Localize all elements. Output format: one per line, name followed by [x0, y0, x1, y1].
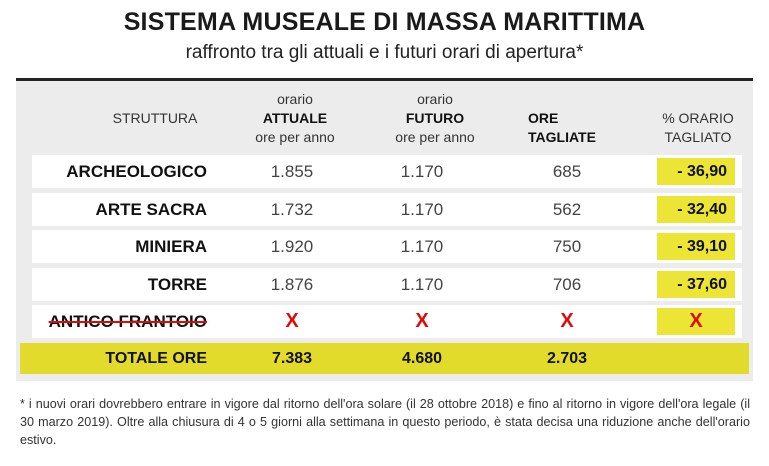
cell-pct-badge: - 36,90 [657, 158, 735, 185]
cell-tagliate: 685 [552, 162, 582, 181]
cell-attuale: 1.732 [270, 200, 314, 219]
cell-futuro: 1.170 [400, 237, 444, 256]
cell-attuale: 1.876 [270, 275, 314, 294]
header-tagliate: ORE TAGLIATE [528, 109, 618, 147]
cross-icon: X [415, 310, 429, 332]
cross-icon: X [285, 310, 299, 332]
total-attuale: 7.383 [271, 350, 313, 367]
cell-pct-badge: - 37,60 [657, 271, 735, 298]
total-tagliate: 2.703 [546, 350, 588, 367]
row-label: ARCHEOLOGICO [66, 162, 207, 181]
total-label: TOTALE ORE [105, 350, 207, 367]
table-row: ANTICO FRANTOIO X X X X [32, 305, 742, 338]
row-label: MINIERA [135, 237, 207, 256]
header-tagliate-line1: ORE [528, 110, 559, 126]
header-struttura: STRUTTURA [112, 110, 198, 126]
table-row: ARTE SACRA 1.732 1.170 562 - 32,40 [32, 193, 742, 226]
page-subtitle: raffronto tra gli attuali e i futuri ora… [185, 42, 584, 63]
row-label: TORRE [147, 275, 207, 294]
cell-tagliate: 562 [552, 200, 582, 219]
row-label-struck: ANTICO FRANTOIO [48, 312, 207, 331]
header-pct-line1: % ORARIO [662, 110, 734, 126]
header-attuale-line1: orario [277, 91, 313, 107]
cross-icon-badge: X [657, 308, 735, 335]
total-futuro: 4.680 [401, 350, 443, 367]
row-label: ANTICO FRANTOIO [32, 305, 207, 338]
divider [16, 78, 753, 81]
header-futuro: orario FUTURO ore per anno [370, 90, 500, 147]
cell-attuale: 1.920 [270, 237, 314, 256]
header-attuale-line2: ATTUALE [262, 110, 328, 126]
cell-tagliate: 750 [552, 237, 582, 256]
cross-icon: X [560, 310, 574, 332]
cell-futuro: 1.170 [400, 162, 444, 181]
cell-pct-badge: - 39,10 [657, 233, 735, 260]
cell-futuro: 1.170 [400, 275, 444, 294]
cell-tagliate: 706 [552, 275, 582, 294]
table-row: MINIERA 1.920 1.170 750 - 39,10 [32, 230, 742, 263]
total-row: TOTALE ORE 7.383 4.680 2.703 [20, 343, 749, 374]
header-pct: % ORARIO TAGLIATO [650, 109, 746, 147]
header-attuale: orario ATTUALE ore per anno [230, 90, 360, 147]
header-tagliate-line2: TAGLIATE [528, 129, 596, 145]
header-attuale-line3: ore per anno [255, 129, 335, 145]
row-label: ARTE SACRA [95, 200, 207, 219]
table-row: ARCHEOLOGICO 1.855 1.170 685 - 36,90 [32, 155, 742, 188]
cell-futuro: 1.170 [400, 200, 444, 219]
page-title: SISTEMA MUSEALE DI MASSA MARITTIMA [123, 8, 646, 36]
cell-pct-badge: - 32,40 [657, 196, 735, 223]
cell-attuale: 1.855 [270, 162, 314, 181]
header-futuro-line3: ore per anno [395, 129, 475, 145]
footnote: * i nuovi orari dovrebbero entrare in vi… [20, 397, 750, 447]
table-row: TORRE 1.876 1.170 706 - 37,60 [32, 268, 742, 301]
header-pct-line2: TAGLIATO [664, 129, 732, 145]
header-futuro-line1: orario [417, 91, 453, 107]
header-futuro-line2: FUTURO [405, 110, 465, 126]
